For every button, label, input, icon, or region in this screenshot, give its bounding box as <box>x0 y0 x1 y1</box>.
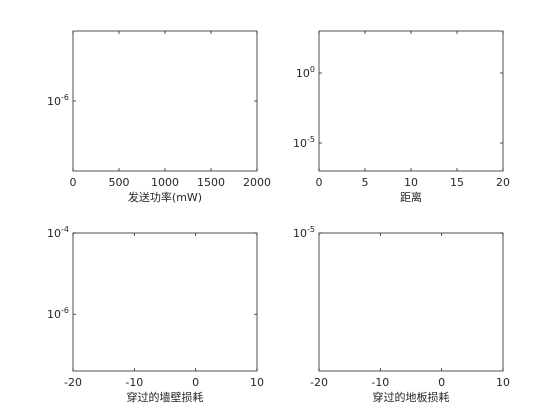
x-tick-label: 1500 <box>197 176 225 189</box>
x-tick-label: 10 <box>496 376 510 389</box>
x-axis-label: 穿过的墙壁损耗 <box>127 390 204 404</box>
subplot-3: -20 -10 0 10 10-6 10-4 穿过的墙壁损耗 <box>47 225 264 404</box>
x-axis-label: 距离 <box>400 190 422 204</box>
x-tick-label: 10 <box>250 376 264 389</box>
x-tick-label: 500 <box>109 176 130 189</box>
x-tick-label: 15 <box>450 176 464 189</box>
y-tick-label: 10-6 <box>47 306 69 321</box>
x-tick-label: 0 <box>316 176 323 189</box>
axes-frame <box>72 30 258 172</box>
y-tick-label: 10-6 <box>47 93 69 108</box>
x-tick-label: 20 <box>496 176 510 189</box>
subplot-1: 0 500 1000 1500 2000 10-6 发送功率(mW) <box>47 30 271 204</box>
axes-frame <box>318 232 504 372</box>
y-tick-label: 10-5 <box>293 225 315 240</box>
x-tick-label: 5 <box>362 176 369 189</box>
x-tick-label: -20 <box>64 376 82 389</box>
subplot-2: 0 5 10 15 20 10-5 100 距离 <box>293 30 510 204</box>
x-tick-label: 0 <box>438 376 445 389</box>
x-axis-label: 发送功率(mW) <box>128 190 202 204</box>
x-tick-label: -10 <box>125 376 143 389</box>
y-tick-label: 100 <box>296 65 315 80</box>
axes-frame <box>318 30 504 172</box>
subplot-4: -20 -10 0 10 10-5 穿过的地板损耗 <box>293 225 510 404</box>
x-axis-label: 穿过的地板损耗 <box>373 390 450 404</box>
x-tick-label: 2000 <box>243 176 271 189</box>
x-tick-label: -20 <box>310 376 328 389</box>
x-tick-label: 1000 <box>151 176 179 189</box>
y-tick-label: 10-5 <box>293 135 315 150</box>
x-tick-label: 0 <box>70 176 77 189</box>
x-tick-label: 10 <box>404 176 418 189</box>
y-tick-label: 10-4 <box>47 225 69 240</box>
axes-frame <box>72 232 258 372</box>
x-tick-label: 0 <box>192 376 199 389</box>
x-tick-label: -10 <box>371 376 389 389</box>
